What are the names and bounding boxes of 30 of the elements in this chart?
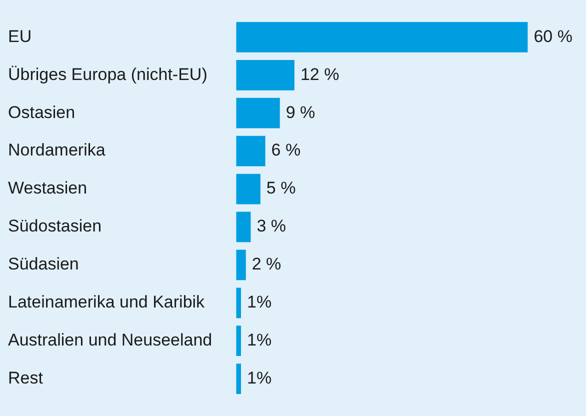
- data-label: 1%: [247, 330, 272, 350]
- y-tick-label: EU: [8, 26, 32, 46]
- bar: [236, 22, 528, 52]
- data-label: 60 %: [534, 26, 572, 46]
- data-label: 1%: [247, 292, 272, 312]
- y-tick-label: Südasien: [8, 254, 79, 274]
- bar: [236, 136, 266, 166]
- bar: [236, 326, 241, 356]
- bar: [236, 60, 294, 90]
- y-tick-label: Nordamerika: [8, 140, 106, 160]
- bar: [236, 174, 260, 204]
- y-tick-label: Lateinamerika und Karibik: [8, 292, 206, 312]
- y-tick-label: Australien und Neuseeland: [8, 330, 212, 350]
- y-tick-label: Ostasien: [8, 102, 76, 122]
- y-tick-label: Rest: [8, 368, 44, 388]
- data-label: 3 %: [256, 216, 286, 236]
- bar: [236, 212, 251, 242]
- data-label: 1%: [247, 368, 272, 388]
- bar: [236, 250, 246, 280]
- y-tick-label: Südostasien: [8, 216, 102, 236]
- y-tick-label: Westasien: [8, 178, 88, 198]
- data-label: 12 %: [300, 64, 340, 84]
- bar: [236, 288, 241, 318]
- data-label: 5 %: [266, 178, 296, 198]
- y-tick-label: Übriges Europa (nicht-EU): [8, 64, 208, 84]
- bar: [236, 98, 280, 128]
- data-label: 2 %: [252, 254, 282, 274]
- data-label: 9 %: [286, 102, 316, 122]
- data-label: 6 %: [271, 140, 301, 160]
- bar: [236, 364, 241, 394]
